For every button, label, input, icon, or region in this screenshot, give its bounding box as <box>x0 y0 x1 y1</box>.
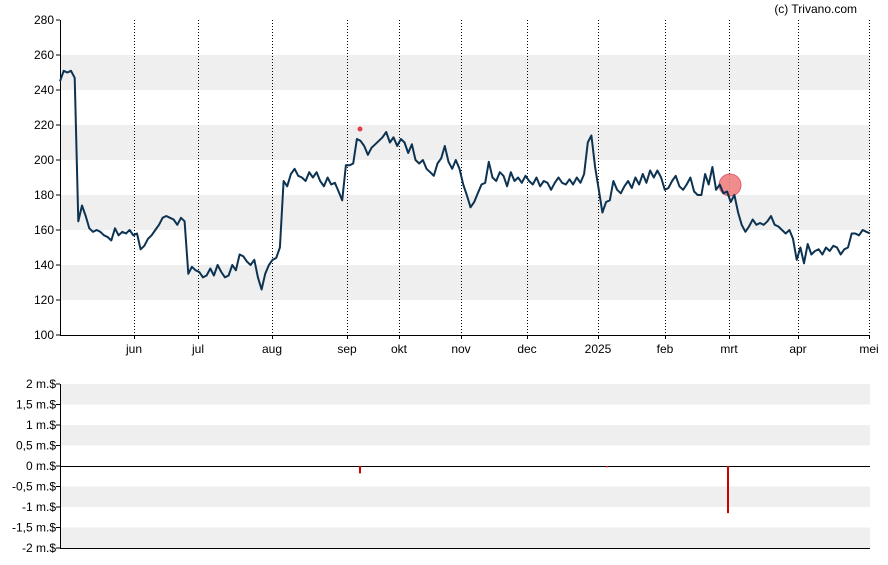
volume-y-tick-label: -0,5 m.$ <box>12 480 56 494</box>
volume-y-tick-label: 1 m.$ <box>26 418 56 432</box>
price-y-tick-label: 120 <box>34 293 54 307</box>
price-y-tick-label: 220 <box>34 118 54 132</box>
price-x-tick-label: okt <box>391 342 408 356</box>
price-x-tick-label: feb <box>657 342 674 356</box>
price-band <box>60 265 870 300</box>
volume-y-tick-label: -1 m.$ <box>22 500 56 514</box>
price-line <box>59 69 871 291</box>
price-y-tick-label: 280 <box>34 13 54 27</box>
volume-y-tick-label: -1,5 m.$ <box>12 521 56 535</box>
event-marker <box>357 126 363 132</box>
volume-y-ticks: 2 m.$ 1,5 m.$ 1 m.$ 0,5 m.$ 0 m.$ -0,5 m.$ -1 … <box>12 377 60 555</box>
price-y-tick-label: 260 <box>34 48 54 62</box>
price-x-tick-label: sep <box>337 342 357 356</box>
price-y-tick-label: 140 <box>34 258 54 272</box>
price-x-tick-label: nov <box>451 342 470 356</box>
price-y-tick-label: 180 <box>34 188 54 202</box>
price-band <box>60 125 870 160</box>
price-y-tick-label: 240 <box>34 83 54 97</box>
volume-y-tick-label: 0 m.$ <box>26 459 56 473</box>
price-x-tick-label: dec <box>517 342 536 356</box>
price-band <box>60 55 870 90</box>
volume-y-tick-label: 1,5 m.$ <box>16 398 56 412</box>
copyright-text: (c) Trivano.com <box>774 2 857 16</box>
price-x-tick-label: aug <box>262 342 282 356</box>
volume-y-tick-label: 2 m.$ <box>26 377 56 391</box>
volume-bars <box>359 466 729 514</box>
price-panel: 100 120 140 160 180 200 220 240 260 280 jun jul aug… <box>34 13 879 356</box>
price-x-tick-label: jun <box>125 342 142 356</box>
volume-band <box>60 384 870 405</box>
price-y-tick-label: 160 <box>34 223 54 237</box>
price-y-tick-label: 200 <box>34 153 54 167</box>
price-y-tick-label: 100 <box>34 328 54 342</box>
volume-panel: 2 m.$ 1,5 m.$ 1 m.$ 0,5 m.$ 0 m.$ -0,5 m.$ -1 … <box>12 377 870 555</box>
volume-y-tick-label: -2 m.$ <box>22 541 56 555</box>
volume-band <box>60 486 870 507</box>
volume-bands <box>60 384 870 548</box>
price-x-tick-label: mrt <box>720 342 738 356</box>
price-band <box>60 195 870 230</box>
price-y-ticks: 100 120 140 160 180 200 220 240 260 280 <box>34 13 60 342</box>
price-x-ticks: jun jul aug sep okt nov dec 2025 feb mrt apr mei <box>125 335 879 356</box>
price-x-tick-label: 2025 <box>585 342 612 356</box>
volume-band <box>60 527 870 548</box>
price-x-tick-label: jul <box>191 342 204 356</box>
price-x-tick-label: apr <box>789 342 806 356</box>
price-x-tick-label: mei <box>859 342 878 356</box>
volume-band <box>60 425 870 446</box>
volume-y-tick-label: 0,5 m.$ <box>16 439 56 453</box>
price-bands <box>60 55 870 300</box>
